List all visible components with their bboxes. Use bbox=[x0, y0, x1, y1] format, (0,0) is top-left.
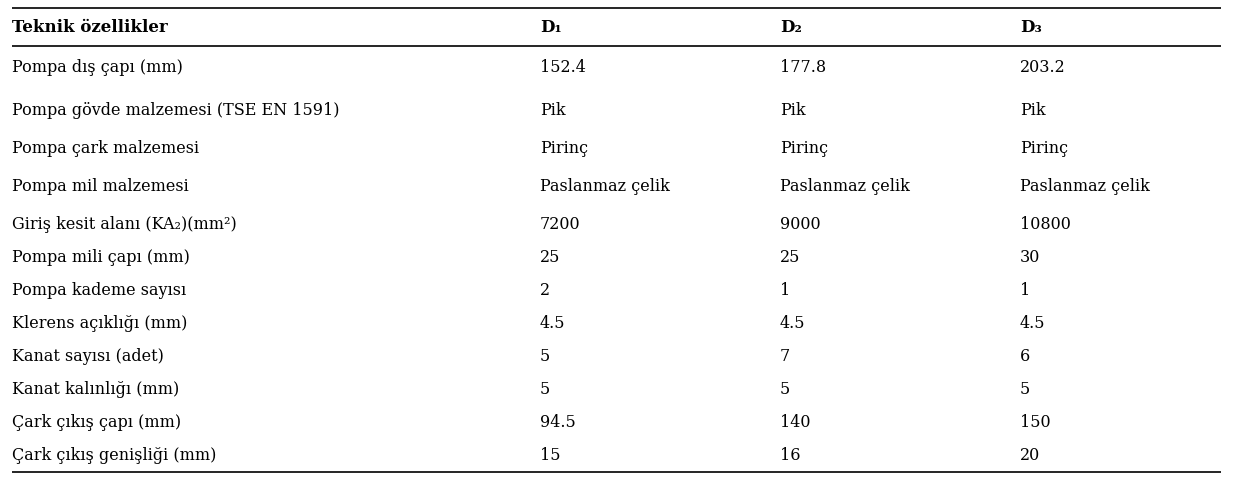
Text: 25: 25 bbox=[780, 249, 800, 266]
Text: 20: 20 bbox=[1020, 447, 1041, 464]
Text: 4.5: 4.5 bbox=[1020, 315, 1046, 332]
Text: 4.5: 4.5 bbox=[780, 315, 805, 332]
Text: 5: 5 bbox=[780, 381, 790, 398]
Text: 9000: 9000 bbox=[780, 216, 821, 233]
Text: Paslanmaz çelik: Paslanmaz çelik bbox=[540, 178, 670, 195]
Text: 5: 5 bbox=[540, 348, 550, 365]
Text: Paslanmaz çelik: Paslanmaz çelik bbox=[1020, 178, 1150, 195]
Text: D₂: D₂ bbox=[780, 19, 801, 36]
Text: Pompa mili çapı (mm): Pompa mili çapı (mm) bbox=[12, 249, 190, 266]
Text: Pik: Pik bbox=[1020, 102, 1046, 119]
Text: 5: 5 bbox=[1020, 381, 1031, 398]
Text: 7: 7 bbox=[780, 348, 790, 365]
Text: 15: 15 bbox=[540, 447, 561, 464]
Text: Pik: Pik bbox=[540, 102, 566, 119]
Text: 1: 1 bbox=[780, 282, 790, 299]
Text: Pirinç: Pirinç bbox=[1020, 140, 1068, 157]
Text: 5: 5 bbox=[540, 381, 550, 398]
Text: 150: 150 bbox=[1020, 414, 1051, 431]
Text: 2: 2 bbox=[540, 282, 550, 299]
Text: Pompa kademe sayısı: Pompa kademe sayısı bbox=[12, 282, 186, 299]
Text: Çark çıkış genişliği (mm): Çark çıkış genişliği (mm) bbox=[12, 447, 216, 464]
Text: 6: 6 bbox=[1020, 348, 1031, 365]
Text: 16: 16 bbox=[780, 447, 800, 464]
Text: Pik: Pik bbox=[780, 102, 805, 119]
Text: 10800: 10800 bbox=[1020, 216, 1071, 233]
Text: 30: 30 bbox=[1020, 249, 1041, 266]
Text: Pompa mil malzemesi: Pompa mil malzemesi bbox=[12, 178, 189, 195]
Text: Çark çıkış çapı (mm): Çark çıkış çapı (mm) bbox=[12, 414, 181, 431]
Text: 177.8: 177.8 bbox=[780, 59, 826, 76]
Text: Pompa gövde malzemesi (TSE EN 1591): Pompa gövde malzemesi (TSE EN 1591) bbox=[12, 102, 339, 119]
Text: 1: 1 bbox=[1020, 282, 1031, 299]
Text: 25: 25 bbox=[540, 249, 560, 266]
Text: Pompa dış çapı (mm): Pompa dış çapı (mm) bbox=[12, 59, 182, 76]
Text: 203.2: 203.2 bbox=[1020, 59, 1065, 76]
Text: 140: 140 bbox=[780, 414, 810, 431]
Text: Pirinç: Pirinç bbox=[540, 140, 588, 157]
Text: Pirinç: Pirinç bbox=[780, 140, 829, 157]
Text: Paslanmaz çelik: Paslanmaz çelik bbox=[780, 178, 910, 195]
Text: Giriş kesit alanı (KA₂)(mm²): Giriş kesit alanı (KA₂)(mm²) bbox=[12, 216, 237, 233]
Text: 4.5: 4.5 bbox=[540, 315, 566, 332]
Text: Pompa çark malzemesi: Pompa çark malzemesi bbox=[12, 140, 199, 157]
Text: D₁: D₁ bbox=[540, 19, 562, 36]
Text: Klerens açıklığı (mm): Klerens açıklığı (mm) bbox=[12, 315, 187, 332]
Text: 94.5: 94.5 bbox=[540, 414, 576, 431]
Text: Kanat kalınlığı (mm): Kanat kalınlığı (mm) bbox=[12, 381, 179, 398]
Text: Kanat sayısı (adet): Kanat sayısı (adet) bbox=[12, 348, 164, 365]
Text: Teknik özellikler: Teknik özellikler bbox=[12, 19, 168, 36]
Text: 7200: 7200 bbox=[540, 216, 581, 233]
Text: 152.4: 152.4 bbox=[540, 59, 586, 76]
Text: D₃: D₃ bbox=[1020, 19, 1042, 36]
